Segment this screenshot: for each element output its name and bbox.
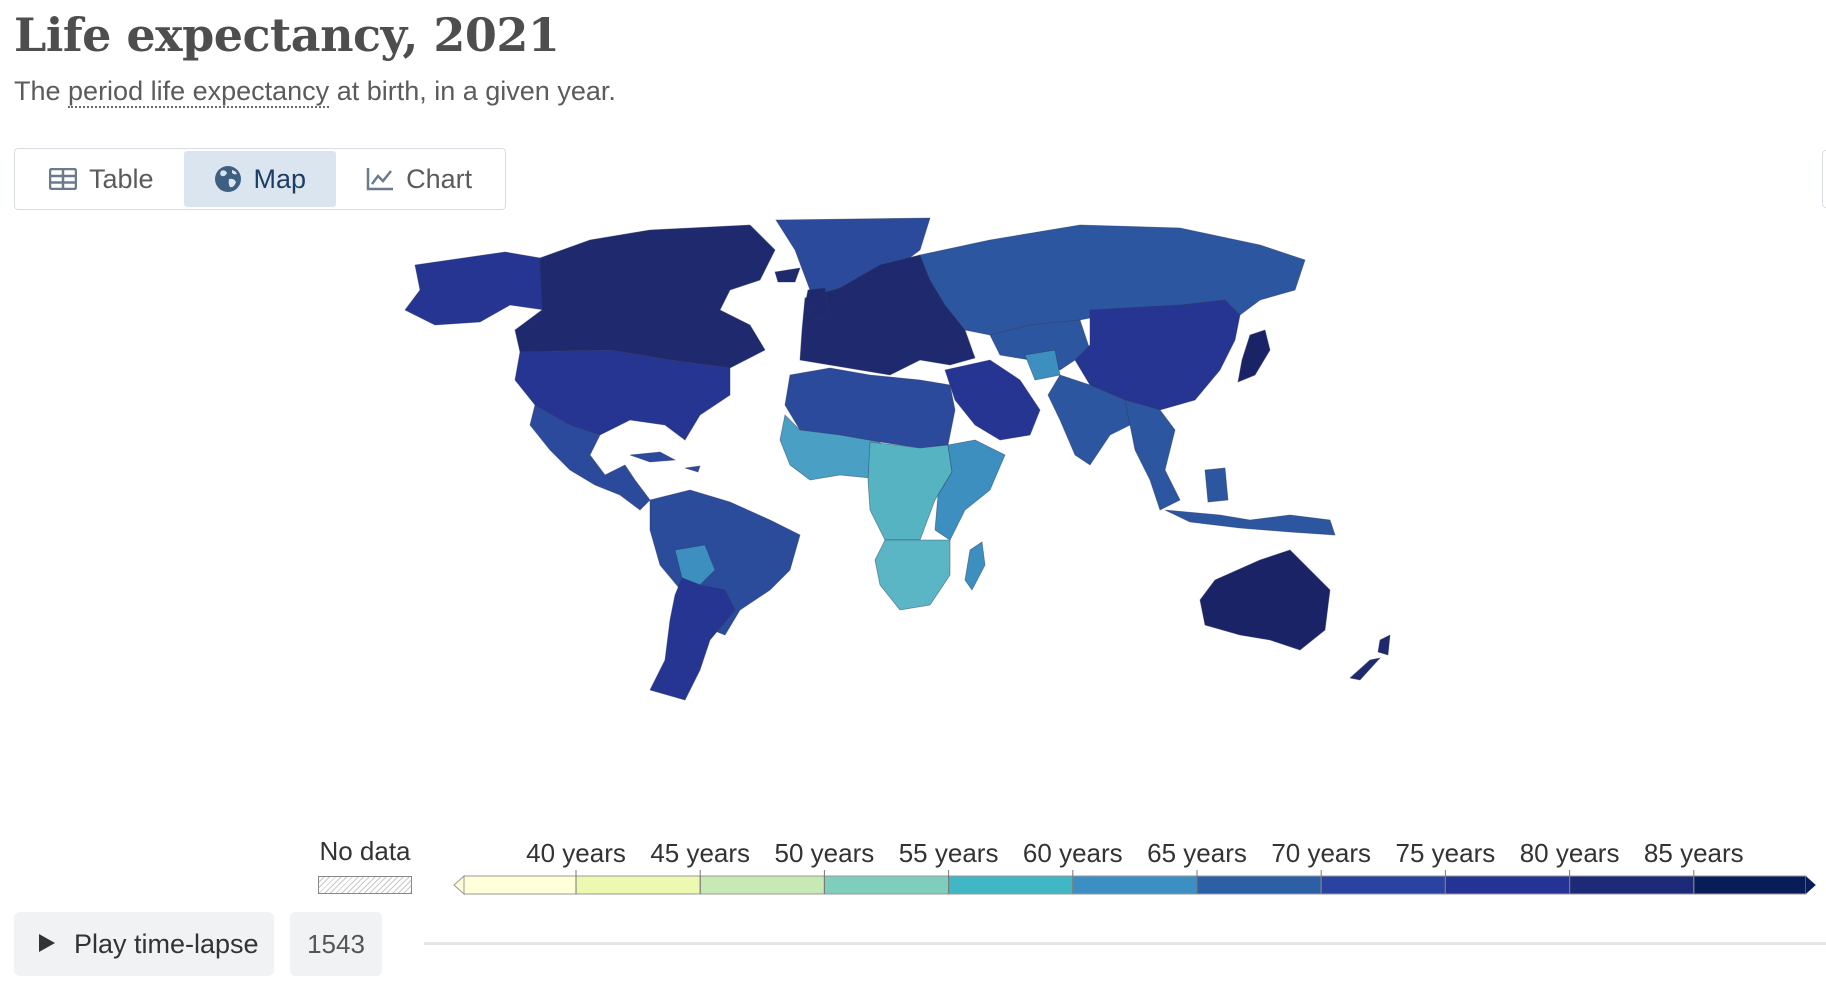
legend-arrow-start (453, 874, 465, 896)
region-southern-africa[interactable] (874, 539, 951, 611)
side-button-edge[interactable] (1822, 150, 1826, 208)
subtitle-prefix: The (14, 76, 69, 106)
region-bolivia[interactable] (674, 544, 716, 586)
legend-band-0 (463, 875, 577, 895)
legend-label: 40 years (526, 838, 626, 868)
legend-band-5 (1072, 875, 1198, 895)
play-icon (38, 929, 56, 960)
play-time-lapse-button[interactable]: Play time-lapse (14, 912, 274, 976)
region-australia[interactable] (1199, 549, 1331, 651)
globe-icon (214, 165, 242, 193)
table-icon (49, 168, 77, 190)
legend-label: 60 years (1023, 838, 1123, 868)
region-south-asia[interactable] (1047, 374, 1131, 466)
region-central-africa[interactable] (867, 441, 953, 541)
world-map (230, 210, 1630, 840)
play-time-lapse-label: Play time-lapse (74, 928, 259, 959)
legend-label: 45 years (650, 838, 750, 868)
region-madagascar[interactable] (964, 541, 986, 591)
legend-arrow-end (1805, 876, 1816, 894)
region-europe[interactable] (799, 254, 976, 376)
region-japan[interactable] (1237, 329, 1271, 383)
region-afghanistan[interactable] (1024, 349, 1061, 381)
legend-label: 80 years (1520, 838, 1620, 868)
no-data-swatch (318, 876, 412, 894)
tab-map-label: Map (253, 163, 307, 194)
legend-band-6 (1196, 875, 1322, 895)
line-chart-icon (366, 167, 394, 191)
region-alaska[interactable] (404, 251, 546, 326)
region-canada[interactable] (514, 224, 776, 369)
map-legend: No data 40 years 45 years 50 years 55 years… (0, 836, 1826, 906)
legend-band-1 (575, 875, 701, 895)
legend-color-scale: 40 years 45 years 50 years 55 years 60 years… (453, 838, 1816, 896)
view-tabs: Table Map Chart (14, 148, 506, 210)
region-indonesia[interactable] (1164, 467, 1336, 536)
region-caribbean[interactable] (629, 451, 701, 473)
legend-band-3 (823, 875, 950, 895)
legend-label: 75 years (1396, 838, 1496, 868)
tab-table-label: Table (89, 163, 154, 194)
period-life-expectancy-link[interactable]: period life expectancy (68, 76, 330, 108)
legend-band-8 (1444, 875, 1571, 895)
chart-title: Life expectancy, 2021 (14, 8, 560, 62)
tab-chart-label: Chart (406, 163, 473, 194)
region-southeast-asia[interactable] (1124, 399, 1181, 511)
region-east-africa[interactable] (934, 439, 1006, 541)
legend-label: 70 years (1271, 838, 1371, 868)
tab-table[interactable]: Table (19, 151, 184, 207)
legend-label: 55 years (899, 838, 999, 868)
region-china[interactable] (1074, 299, 1241, 411)
tab-chart[interactable]: Chart (336, 151, 502, 207)
legend-band-2 (699, 875, 825, 895)
legend-label: 85 years (1644, 838, 1744, 868)
tab-map[interactable]: Map (183, 151, 337, 207)
region-uk-iceland[interactable] (774, 267, 829, 321)
legend-band-9 (1569, 875, 1695, 895)
timeline-track[interactable] (424, 942, 1826, 945)
legend-label: 65 years (1147, 838, 1247, 868)
legend-label: 50 years (775, 838, 875, 868)
start-year-chip[interactable]: 1543 (290, 912, 382, 976)
legend-band-7 (1320, 875, 1446, 895)
legend-band-10 (1693, 875, 1807, 895)
subtitle-suffix: at birth, in a given year. (329, 76, 616, 106)
region-argentina-chile[interactable] (649, 577, 736, 701)
region-new-zealand[interactable] (1349, 634, 1391, 681)
region-middle-east[interactable] (944, 359, 1041, 441)
legend-band-4 (948, 875, 1074, 895)
no-data-label: No data (319, 836, 411, 866)
chart-subtitle: The period life expectancy at birth, in … (14, 76, 616, 108)
